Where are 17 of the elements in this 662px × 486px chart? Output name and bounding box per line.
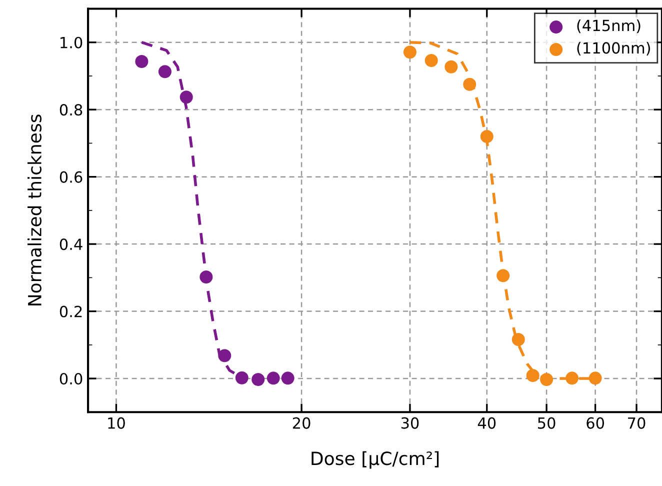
y-tick-label: 0.4	[60, 238, 82, 250]
x-tick-label: 50	[538, 417, 556, 429]
y-tick-label: 0.2	[60, 306, 82, 318]
x-tick-label: 20	[292, 417, 310, 429]
legend-label: (415nm)	[577, 19, 640, 34]
legend-label: (1100nm)	[577, 42, 650, 56]
x-axis-title: Dose [μC/cm²]	[312, 451, 439, 469]
x-tick-label: 10	[108, 417, 125, 429]
y-tick-label: 1.0	[60, 36, 82, 48]
x-tick-label: 30	[401, 417, 419, 429]
y-tick-label: 0.8	[60, 104, 82, 116]
y-tick-label: 0.0	[60, 372, 82, 385]
x-tick-label: 70	[628, 417, 646, 429]
y-axis-title: Normalized thickness	[28, 114, 42, 306]
y-tick-label: 0.6	[60, 171, 82, 183]
x-tick-label: 60	[586, 417, 604, 429]
x-tick-label: 40	[478, 417, 496, 429]
